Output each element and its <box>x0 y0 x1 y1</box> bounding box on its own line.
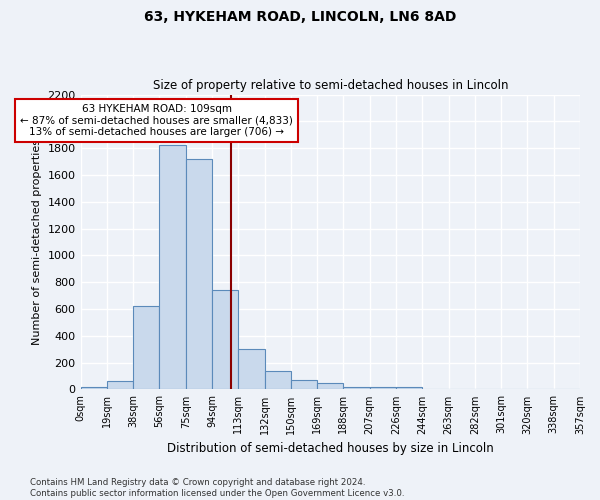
Text: 63 HYKEHAM ROAD: 109sqm
← 87% of semi-detached houses are smaller (4,833)
13% of: 63 HYKEHAM ROAD: 109sqm ← 87% of semi-de… <box>20 104 293 137</box>
Bar <box>212 290 238 390</box>
Text: 63, HYKEHAM ROAD, LINCOLN, LN6 8AD: 63, HYKEHAM ROAD, LINCOLN, LN6 8AD <box>144 10 456 24</box>
Text: Contains HM Land Registry data © Crown copyright and database right 2024.
Contai: Contains HM Land Registry data © Crown c… <box>30 478 404 498</box>
Bar <box>291 380 317 390</box>
Bar <box>317 384 343 390</box>
Bar <box>238 349 265 390</box>
Bar <box>160 146 186 390</box>
Y-axis label: Number of semi-detached properties: Number of semi-detached properties <box>32 139 42 345</box>
Bar <box>186 159 212 390</box>
Bar <box>265 372 291 390</box>
Title: Size of property relative to semi-detached houses in Lincoln: Size of property relative to semi-detach… <box>152 79 508 92</box>
Bar <box>107 382 133 390</box>
Bar <box>343 386 370 390</box>
Bar <box>133 306 160 390</box>
Bar <box>396 386 422 390</box>
Bar <box>370 386 396 390</box>
X-axis label: Distribution of semi-detached houses by size in Lincoln: Distribution of semi-detached houses by … <box>167 442 494 455</box>
Bar <box>80 386 107 390</box>
